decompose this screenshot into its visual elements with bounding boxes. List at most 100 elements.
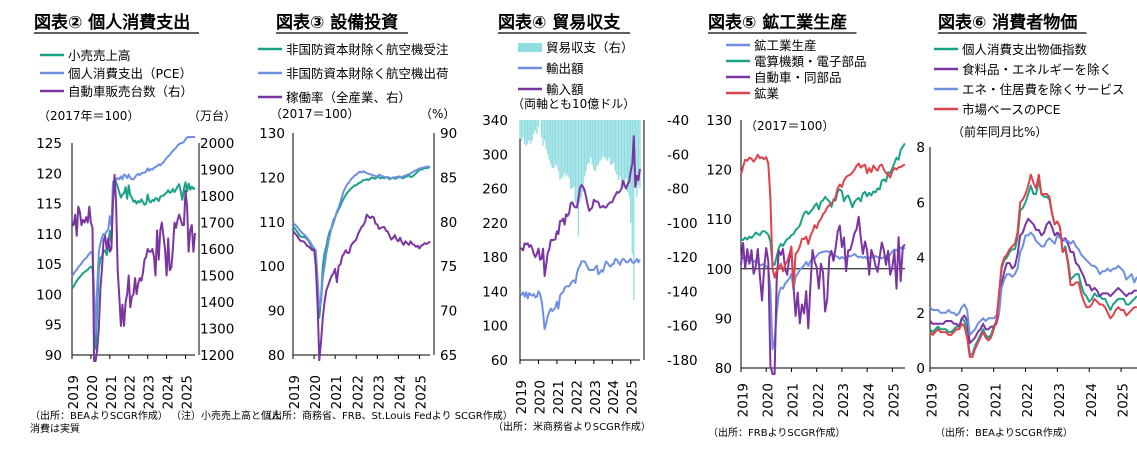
right-tick-label: -80 [667, 182, 689, 198]
trade-balance-bar [639, 120, 641, 189]
x-tick-label: 2023 [836, 383, 852, 417]
legend-label: 非国防資本財除く航空機出荷 [286, 66, 449, 81]
x-tick-label: 2021 [988, 383, 1004, 417]
trade-balance-bar [636, 120, 638, 198]
trade-balance-bar [623, 120, 626, 186]
left-tick-label: 90 [715, 311, 732, 327]
left-tick-label: 100 [36, 287, 62, 303]
trade-balance-bar [557, 120, 560, 172]
legend-label: 貿易収支（右） [546, 40, 634, 55]
x-tick-label: 2021 [104, 375, 120, 409]
left-tick-label: 340 [482, 113, 508, 129]
chart-title: 図表③ 設備投資 [276, 12, 398, 33]
x-tick-label: 2024 [606, 380, 622, 414]
series-line [71, 173, 196, 362]
trade-balance-bar [537, 120, 540, 127]
trade-balance-bar [619, 120, 621, 177]
trade-balance-bar [588, 120, 590, 163]
left-tick-label: 60 [491, 353, 508, 369]
series-line [740, 215, 906, 375]
trade-balance-bar [545, 120, 547, 150]
trade-balance-bar [571, 120, 573, 189]
trade-balance-bar [597, 120, 600, 165]
right-tick-label: 1400 [200, 295, 234, 311]
x-tick-label: 2021 [551, 380, 567, 414]
right-tick-label: 1200 [200, 348, 234, 364]
trade-balance-bar [522, 120, 524, 138]
source-note-line: 消費は実質 [30, 422, 80, 435]
trade-balance-bar [610, 120, 612, 165]
left-tick-label: 0 [916, 361, 925, 377]
trade-balance-bar [554, 120, 557, 165]
x-tick-label: 2025 [414, 375, 430, 409]
trade-balance-bar [562, 120, 564, 177]
legend-swatch [518, 43, 542, 52]
left-axis-unit: （前年同月比%） [952, 124, 1047, 139]
x-tick-label: 2020 [760, 383, 776, 417]
legend-label: エネ・住居費を除くサービス [962, 82, 1125, 97]
series-line [292, 213, 431, 362]
trade-balance-bar [596, 120, 598, 167]
legend-label: 個人消費支出物価指数 [962, 42, 1088, 57]
trade-balance-bar [573, 120, 575, 187]
right-tick-label: 70 [440, 304, 457, 320]
left-tick-label: 130 [706, 113, 732, 129]
x-tick-label: 2025 [625, 380, 641, 414]
trade-balance-bar [608, 120, 610, 158]
left-tick-label: 100 [259, 259, 285, 275]
left-tick-label: 120 [36, 166, 62, 182]
trade-balance-bar [553, 120, 555, 168]
source-note: （出所：米商務省よりSCGR作成） [493, 420, 651, 433]
legend-label: 鉱業 [754, 86, 780, 101]
right-tick-label: -60 [667, 147, 689, 163]
right-tick-label: 75 [440, 259, 457, 275]
trade-balance-bar [542, 120, 544, 146]
trade-balance-bar [579, 120, 581, 203]
series-line [929, 179, 1137, 356]
right-tick-label: -160 [667, 319, 698, 335]
trade-balance-bar [543, 120, 546, 141]
x-tick-label: 2025 [179, 375, 195, 409]
trade-balance-bar [593, 120, 595, 170]
x-tick-label: 2022 [811, 383, 827, 417]
x-tick-label: 2019 [514, 380, 530, 414]
x-tick-label: 2023 [371, 375, 387, 409]
trade-balance-bar [570, 120, 572, 189]
trade-balance-bar [634, 120, 636, 180]
left-tick-label: 120 [706, 163, 732, 179]
legend-label: 稼働率（全産業、右） [286, 90, 411, 105]
left-tick-label: 8 [916, 140, 925, 156]
right-tick-label: 1600 [200, 242, 234, 258]
left-axis-unit: （2017年＝100） [38, 109, 139, 123]
trade-balance-bar [580, 120, 583, 198]
x-tick-label: 2024 [1084, 383, 1100, 417]
trade-balance-bar [547, 120, 549, 155]
trade-balance-bar [617, 120, 620, 180]
right-tick-label: -120 [667, 250, 698, 266]
trade-balance-bar [563, 120, 566, 174]
trade-balance-bar [574, 120, 577, 203]
left-tick-label: 90 [45, 348, 62, 364]
left-tick-label: 95 [45, 318, 62, 334]
trade-balance-bar [560, 120, 563, 179]
chart-title: 図表② 個人消費支出 [34, 12, 190, 33]
series-line [740, 142, 906, 266]
right-tick-label: 85 [440, 170, 457, 186]
x-tick-label: 2022 [569, 380, 585, 414]
right-axis-unit: （%） [420, 107, 455, 121]
left-tick-label: 120 [259, 170, 285, 186]
x-tick-label: 2024 [161, 375, 177, 409]
source-note: （出所：BEAよりSCGR作成） [935, 426, 1073, 439]
series-line [519, 257, 641, 331]
x-tick-label: 2020 [308, 375, 324, 409]
left-tick-label: 260 [482, 182, 508, 198]
left-tick-label: 100 [706, 262, 732, 278]
chart-title: 図表⑥ 消費者物価 [938, 12, 1077, 33]
left-tick-label: 2 [916, 306, 925, 322]
legend-label: 輸入額 [546, 82, 584, 97]
legend-label: 非国防資本財除く航空機受注 [286, 42, 449, 57]
left-tick-label: 4 [916, 251, 925, 267]
